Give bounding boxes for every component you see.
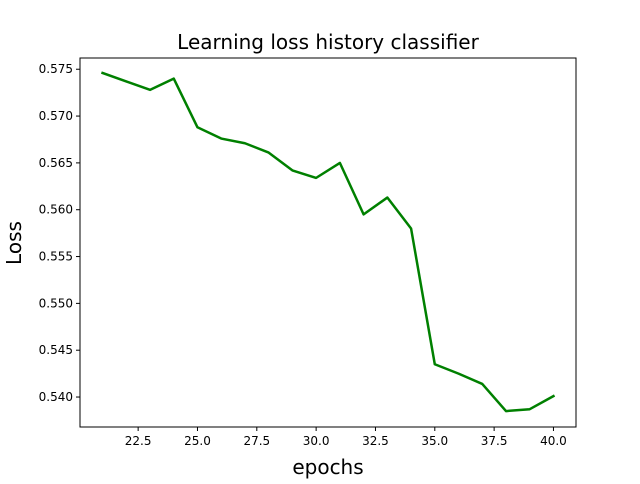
y-tick-label: 0.575 <box>39 62 73 76</box>
x-axis: 22.5 25.0 27.5 30.0 32.5 35.0 37.5 40.0 <box>125 427 567 448</box>
y-tick-label: 0.565 <box>39 156 73 170</box>
y-tick-label: 0.540 <box>39 390 73 404</box>
y-axis: 0.540 0.545 0.550 0.555 0.560 0.565 0.570 0.575 <box>39 62 80 404</box>
plot-frame <box>79 57 577 428</box>
x-tick-label: 40.0 <box>540 434 567 448</box>
y-tick-label: 0.570 <box>39 109 73 123</box>
chart-title: Learning loss history classifier <box>177 30 479 54</box>
x-tick-label: 25.0 <box>184 434 211 448</box>
series-layer <box>100 71 556 413</box>
x-tick-label: 30.0 <box>303 434 330 448</box>
y-tick-label: 0.545 <box>39 343 73 357</box>
x-tick-label: 27.5 <box>243 434 270 448</box>
y-tick-label: 0.550 <box>39 296 73 310</box>
y-axis-label: Loss <box>2 221 26 265</box>
x-axis-label: epochs <box>292 455 363 479</box>
x-tick-label: 32.5 <box>362 434 389 448</box>
x-tick-label: 22.5 <box>125 434 152 448</box>
loss-series-line <box>100 71 556 413</box>
y-tick-label: 0.560 <box>39 203 73 217</box>
x-tick-label: 37.5 <box>481 434 508 448</box>
y-tick-label: 0.555 <box>39 250 73 264</box>
x-tick-label: 35.0 <box>421 434 448 448</box>
